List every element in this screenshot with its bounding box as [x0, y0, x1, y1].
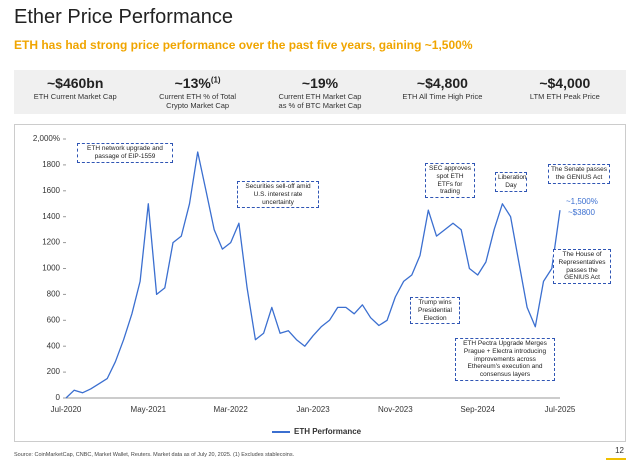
stat-value: ~$460bn — [14, 75, 136, 91]
stat: ~$4,800 ETH All Time High Price — [381, 70, 503, 114]
y-tick-label: 200 — [47, 367, 61, 376]
stat-value: ~$4,000 — [504, 75, 626, 91]
page-number: 12 — [615, 446, 624, 455]
stat-label: LTM ETH Peak Price — [529, 92, 600, 101]
x-tick-label: Sep-2024 — [460, 405, 495, 414]
y-tick-label: 0 — [56, 393, 61, 402]
subtitle: ETH has had strong price performance ove… — [14, 38, 473, 52]
annotation: The Senate passes the GENIUS Act — [548, 164, 610, 184]
annotation: Securities sell-off amid U.S. interest r… — [237, 181, 319, 209]
stat-footnote: (1) — [210, 75, 221, 85]
annotation: Liberation Day — [495, 172, 527, 192]
y-tick-label: 1000 — [42, 264, 60, 273]
page-accent — [606, 458, 626, 460]
title: Ether Price Performance — [14, 6, 233, 28]
y-tick-label: 2,000% — [33, 134, 60, 143]
x-tick-label: May-2021 — [131, 405, 167, 414]
y-tick-label: 1400 — [42, 212, 60, 221]
annotation: Trump wins Presidential Election — [410, 297, 460, 325]
y-tick-label: 1800 — [42, 160, 60, 169]
x-tick-label: Jul-2020 — [51, 405, 82, 414]
stats-band: ~$460bn ETH Current Market Cap ~13%(1) Curr… — [14, 70, 626, 114]
y-tick-label: 600 — [47, 315, 61, 324]
stat-value: ~13%(1) — [136, 75, 258, 91]
stat-value: ~19% — [259, 75, 381, 91]
y-tick-label: 1600 — [42, 186, 60, 195]
stat-label: Current ETH Market Cap as % of BTC Marke… — [278, 92, 362, 110]
annotation: ETH Pectra Upgrade Merges Prague + Elect… — [455, 338, 555, 381]
stat: ~$4,000 LTM ETH Peak Price — [504, 70, 626, 114]
y-tick-label: 800 — [47, 290, 61, 299]
source: Source: CoinMarketCap, CNBC, Market Wall… — [14, 452, 295, 458]
annotation: The House of Representatives passes the … — [553, 249, 611, 285]
stat: ~$460bn ETH Current Market Cap — [14, 70, 136, 114]
annotation: SEC approves spot ETH ETFs for trading — [425, 163, 475, 199]
chart-card — [14, 124, 626, 442]
stat-number: ~$4,800 — [416, 75, 468, 91]
stat-number: ~$460bn — [46, 75, 104, 91]
stat-label: Current ETH % of Total Crypto Market Cap — [159, 92, 237, 110]
y-tick-label: 400 — [47, 341, 61, 350]
y-tick-label: 1200 — [42, 238, 60, 247]
price-line — [65, 151, 561, 399]
stat-value: ~$4,800 — [381, 75, 503, 91]
x-tick-label: Jan-2023 — [296, 405, 330, 414]
stat-number: ~13% — [174, 75, 211, 91]
callout: ~$3800 — [568, 208, 595, 217]
stat-number: ~19% — [301, 75, 339, 91]
x-tick-label: Jul-2025 — [545, 405, 576, 414]
legend-label: ETH Performance — [294, 427, 362, 436]
stat-number: ~$4,000 — [539, 75, 591, 91]
stat: ~13%(1) Current ETH % of Total Crypto Mar… — [136, 70, 258, 114]
x-tick-label: Mar-2022 — [214, 405, 249, 414]
callout: ~1,500% — [566, 197, 598, 206]
annotation: ETH network upgrade and passage of EIP-1… — [77, 143, 173, 163]
stat-label: ETH All Time High Price — [402, 92, 483, 101]
stat-label: ETH Current Market Cap — [33, 92, 117, 101]
x-tick-label: Nov-2023 — [378, 405, 413, 414]
stat: ~19% Current ETH Market Cap as % of BTC M… — [259, 70, 381, 114]
